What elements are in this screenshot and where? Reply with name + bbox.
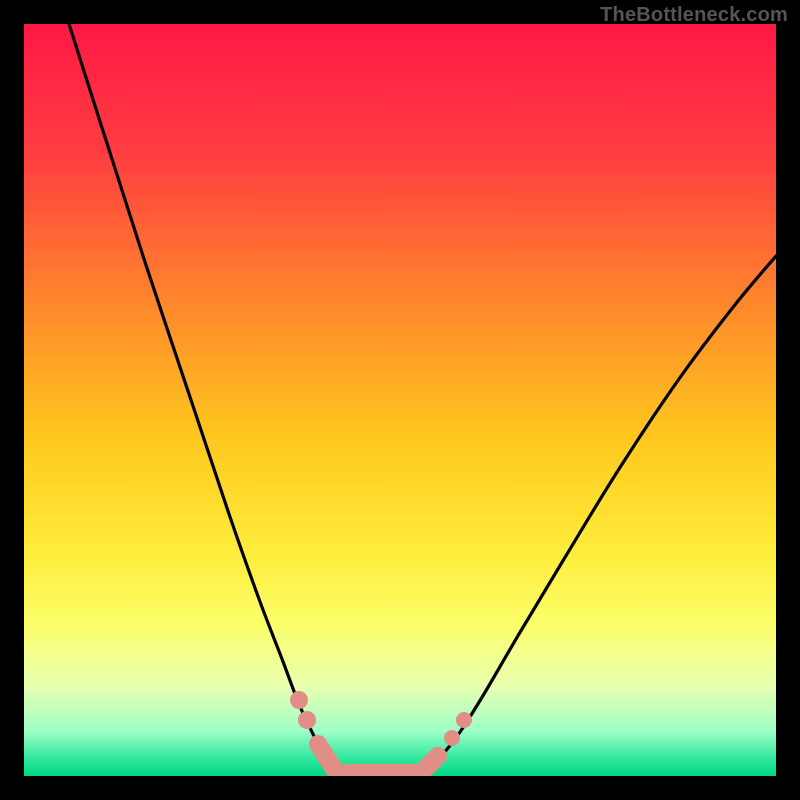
plot-svg [24, 24, 776, 776]
watermark-text: TheBottleneck.com [600, 4, 788, 27]
marker-dot [298, 711, 316, 729]
marker-dot [456, 712, 472, 728]
marker-capsule [426, 756, 438, 768]
plot-area [24, 24, 776, 776]
chart-frame: TheBottleneck.com [0, 0, 800, 800]
marker-dot [444, 730, 460, 746]
marker-dot [290, 691, 308, 709]
